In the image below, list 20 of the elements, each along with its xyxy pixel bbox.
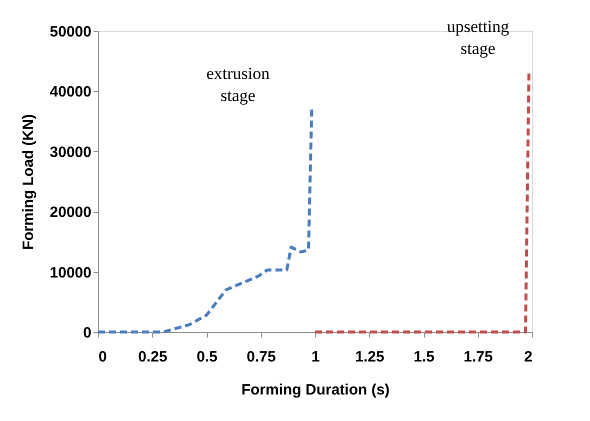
x-tick-label: 0.75	[246, 348, 276, 366]
y-tick-label: 50000	[50, 24, 92, 40]
x-tick-label: 1.75	[464, 348, 493, 366]
x-axis-title: Forming Duration (s)	[241, 382, 390, 398]
y-tick-label: 0	[83, 324, 92, 342]
x-tick-label: 2	[524, 348, 532, 366]
y-tick-label: 30000	[50, 144, 92, 161]
x-tick-label: 1	[311, 348, 320, 366]
y-tick-label: 40000	[50, 84, 92, 101]
x-tick-label: 1.25	[355, 348, 384, 366]
y-tick-label: 20000	[50, 204, 92, 222]
line-series	[96, 106, 314, 334]
annotation: upsetting stage	[446, 17, 510, 58]
y-tick-label: 10000	[50, 264, 92, 282]
x-tick-label: 0.25	[138, 348, 168, 366]
annotation: extrusion stage	[206, 64, 270, 105]
y-axis-title: Forming Load (KN)	[20, 114, 37, 250]
x-tick-label: 0	[98, 348, 107, 366]
x-tick-label: 0.5	[196, 348, 218, 366]
x-tick-label: 1.5	[414, 348, 434, 366]
